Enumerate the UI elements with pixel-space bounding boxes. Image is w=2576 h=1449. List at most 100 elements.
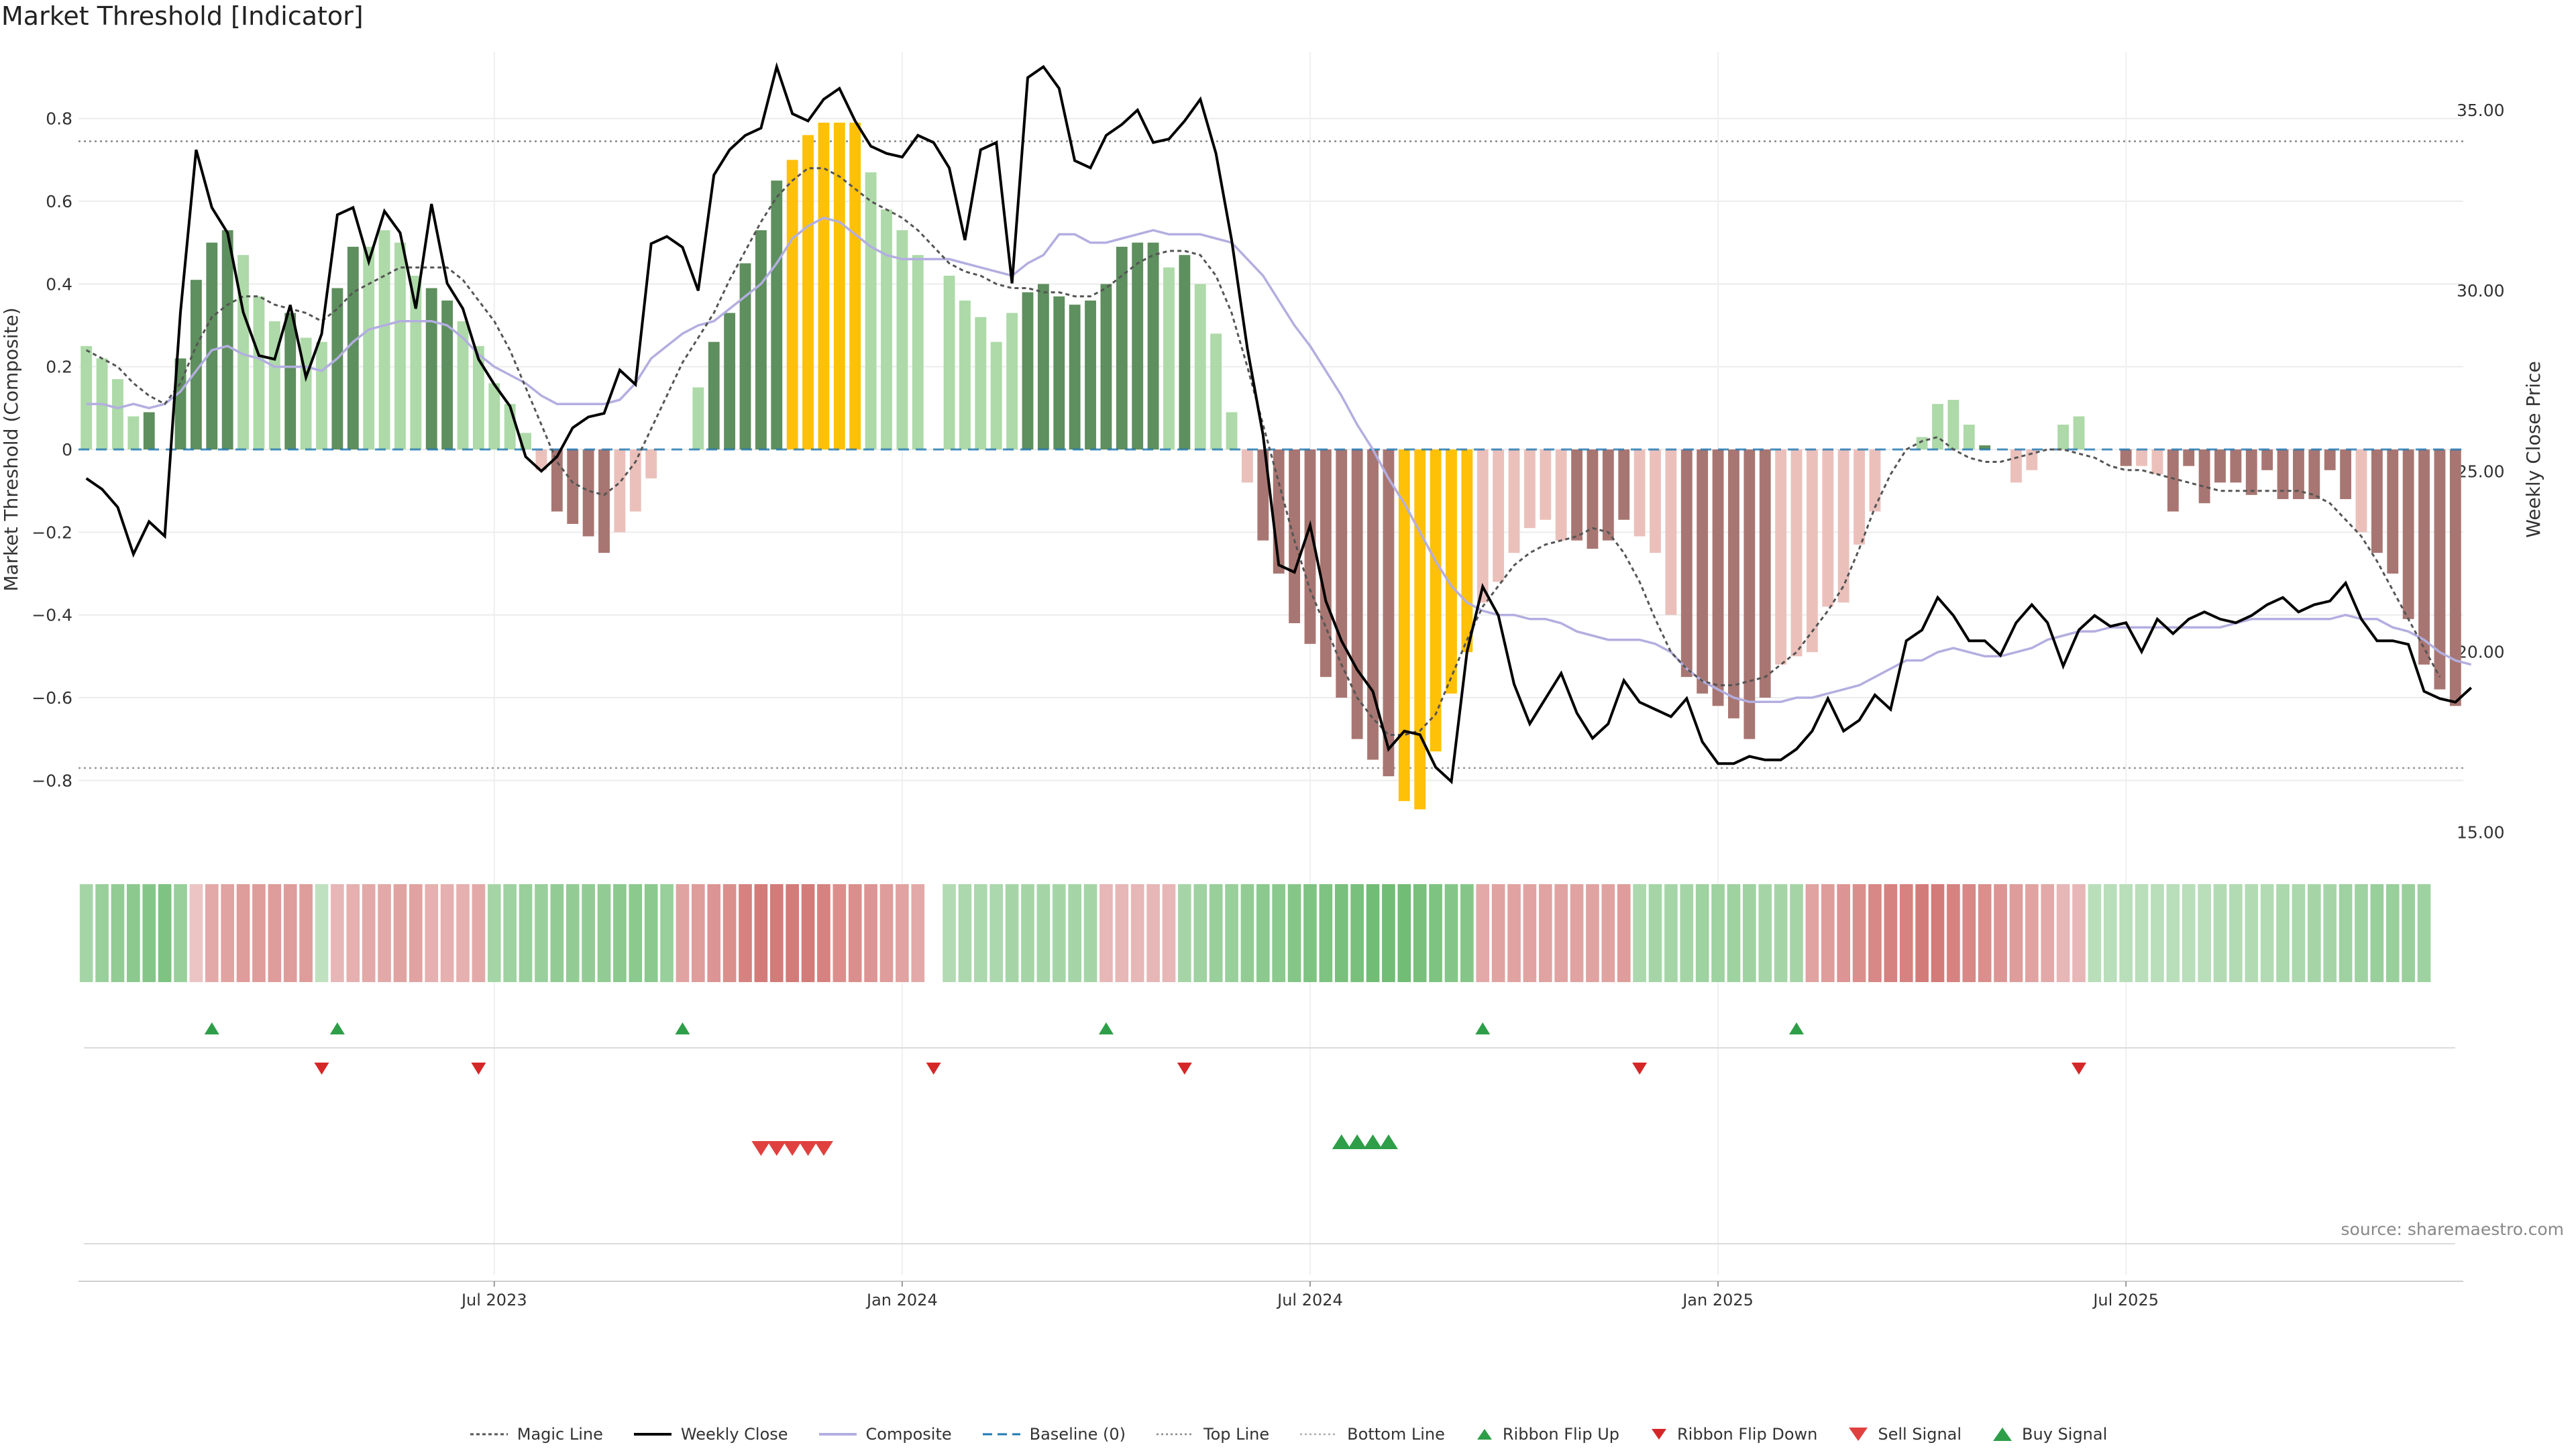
ribbon-cell [2402,884,2415,982]
threshold-bar [1712,449,1724,706]
ribbon-cell [1240,884,1254,982]
ribbon-cell [1554,884,1568,982]
threshold-bar [1618,449,1630,520]
ribbon-cell [111,884,125,982]
ribbon-cell [1962,884,1976,982]
ribbon-cell [769,884,784,982]
x-tick-label: Jul 2024 [1276,1291,1343,1309]
threshold-bar [1697,449,1709,694]
ribbon-cell [142,884,156,982]
ribbon-cell [1225,884,1238,982]
threshold-bar [1210,333,1222,449]
legend-label-flip-up: Ribbon Flip Up [1502,1425,1619,1444]
threshold-bar [174,358,186,449]
ribbon-cell [1758,884,1772,982]
ribbon-cell [1021,884,1034,982]
ribbon-cell [660,884,674,982]
ribbon-cell [2417,884,2431,982]
threshold-bar [1759,449,1771,698]
buy-signal-marker [1379,1134,1398,1149]
ribbon-cell [95,884,109,982]
legend-item-magic: Magic Line [469,1425,603,1444]
threshold-bar [912,255,924,449]
grid [78,52,2463,1275]
legend-label-flip-down: Ribbon Flip Down [1677,1425,1818,1444]
legend-swatch-baseline [982,1433,1020,1436]
ribbon-cell [1538,884,1552,982]
threshold-bar [2434,449,2446,690]
ribbon-cell [1491,884,1505,982]
buy-signal-marker [1363,1134,1383,1149]
y-tick-label-left: 0.2 [46,358,72,377]
ribbon-cell [2307,884,2321,982]
ribbon-cell [2292,884,2306,982]
ribbon-cell [833,884,847,982]
ribbon-cell [1931,884,1945,982]
legend-label-composite: Composite [865,1425,952,1444]
ribbon-cell [2229,884,2243,982]
threshold-bar [739,263,751,449]
y-tick-label-right: 25.00 [2457,462,2505,481]
ribbon-cell [848,884,862,982]
threshold-bar [2073,416,2085,449]
threshold-bar [1006,313,1018,449]
ribbon-cell [1695,884,1709,982]
sell-signal-marker [751,1141,771,1156]
ribbon-cell [2198,884,2211,982]
threshold-bar [112,379,123,449]
ribbon-cell [158,884,172,982]
threshold-bar [598,449,610,553]
ribbon-cell [2276,884,2290,982]
threshold-bar [1477,449,1489,603]
threshold-bar [2136,449,2147,466]
threshold-bar [2151,449,2163,474]
ribbon-cell [1319,884,1333,982]
ribbon-cell [236,884,250,982]
ribbon-cell [1444,884,1458,982]
ribbon-cell [1287,884,1301,982]
ribbon-flip-up-marker [204,1022,219,1034]
ribbon-cell [1868,884,1882,982]
threshold-bar [2308,449,2320,499]
threshold-bar [1241,449,1253,483]
ribbon-cell [1146,884,1160,982]
ribbon-cell [754,884,768,982]
threshold-bar [1367,449,1379,760]
threshold-bar [457,321,469,449]
ribbon-cell [676,884,690,982]
ribbon-cell [786,884,799,982]
ribbon-cell [1884,884,1898,982]
ribbon-cell [582,884,595,982]
y-tick-label-left: −0.8 [32,771,72,790]
ribbon-cell [1507,884,1521,982]
ribbon-cell [1711,884,1725,982]
ribbon-cell [2370,884,2384,982]
legend-swatch-buy [1993,1428,2012,1441]
ribbon-cell [896,884,909,982]
threshold-bar [2010,449,2022,483]
ribbon-cell [189,884,203,982]
threshold-bar [1053,296,1065,449]
ribbon-cell [1633,884,1646,982]
ribbon-flip-down-marker [926,1063,941,1075]
y-tick-label-right: 30.00 [2457,281,2505,301]
threshold-bar [2402,449,2414,619]
ribbon-cell [1774,884,1788,982]
threshold-bar [1650,449,1661,553]
threshold-bar [2214,449,2226,483]
ribbon-cell [1476,884,1490,982]
threshold-bar [127,416,140,449]
legend-item-composite: Composite [818,1425,952,1444]
threshold-bar [1179,255,1191,449]
threshold-bar [2183,449,2195,466]
legend-label-bottom: Bottom Line [1347,1425,1445,1444]
ribbon-cell [1005,884,1019,982]
ribbon-cell [1130,884,1144,982]
ribbon-cell [629,884,643,982]
ribbon-cell [2119,884,2133,982]
ribbon-flip-up-marker [1475,1022,1491,1034]
threshold-bar [2120,449,2132,466]
ribbon-cell [2151,884,2164,982]
threshold-bar [1508,449,1520,553]
ribbon-cell [1821,884,1835,982]
